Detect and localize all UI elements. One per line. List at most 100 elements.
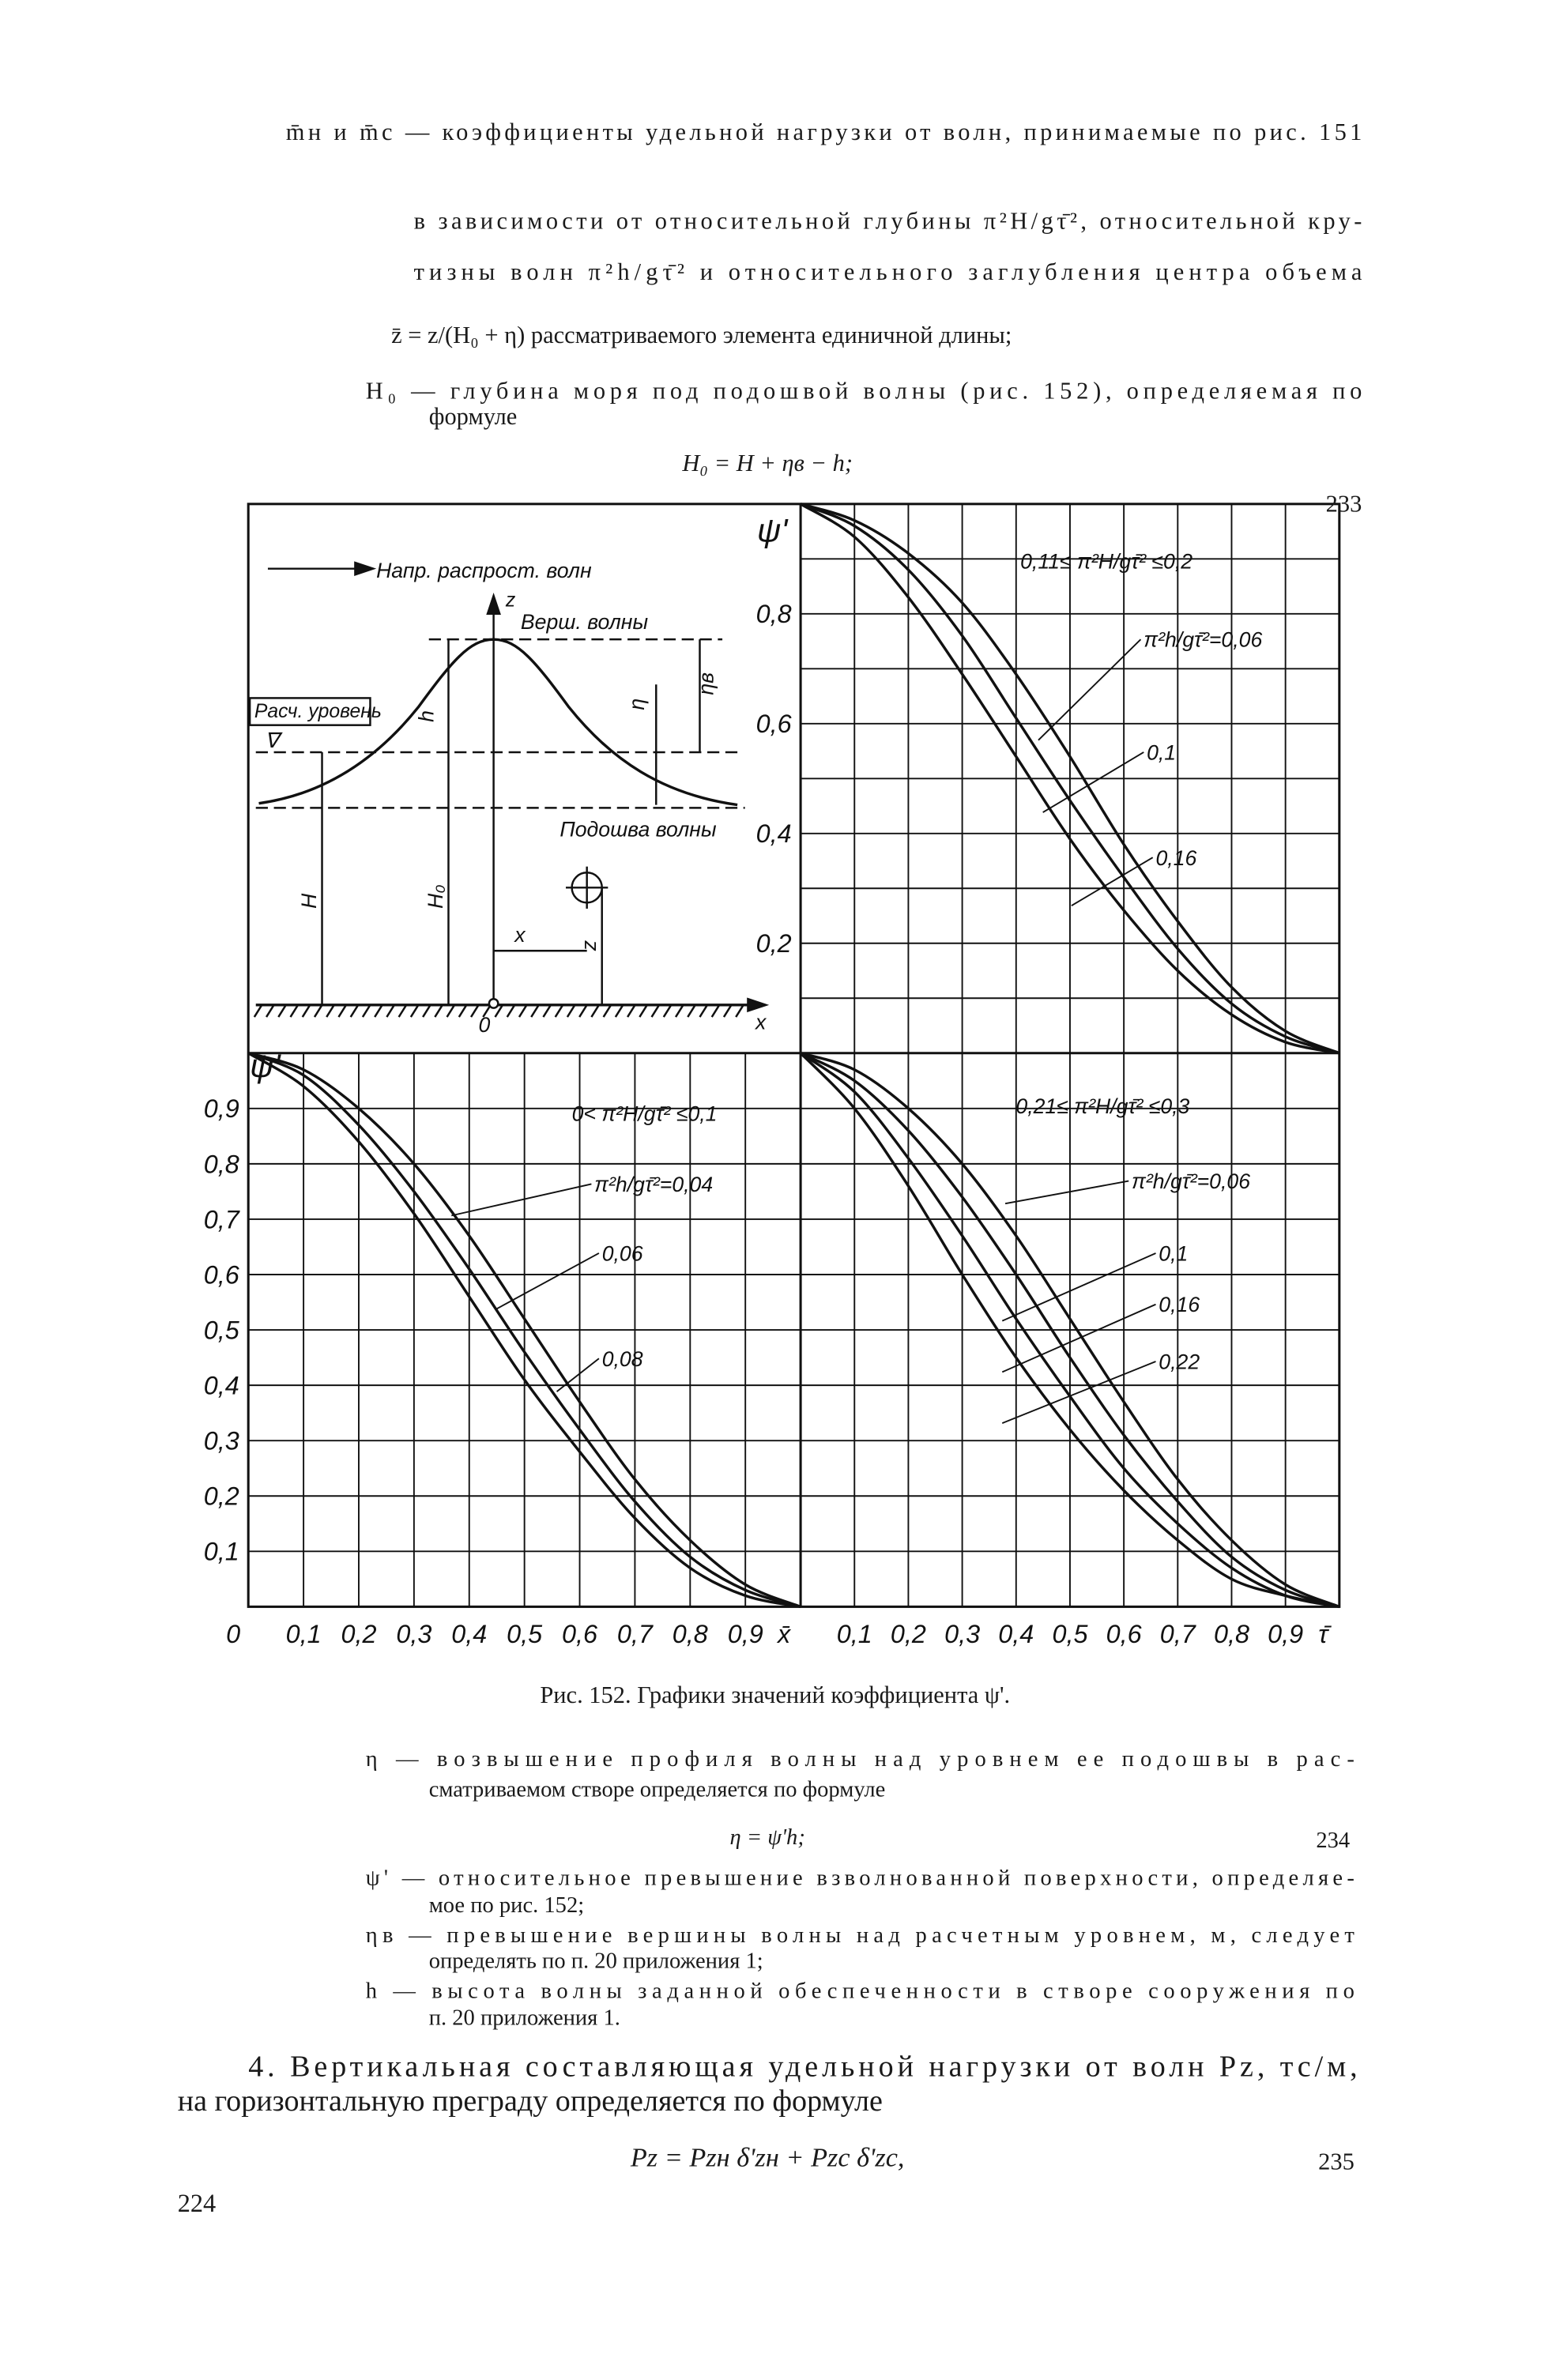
y-axis-label: ψ' — [250, 1047, 281, 1084]
x-tick-label: 0,9 — [728, 1620, 763, 1648]
y-axis-label: ψ' — [757, 511, 789, 548]
text-line: m̄н и m̄с — коэффициенты удельной нагруз… — [286, 119, 1362, 145]
curve-label: 0,16 — [1159, 1293, 1200, 1316]
origin-mark — [488, 997, 499, 1009]
diagram-label: Напр. распрост. волн — [376, 559, 592, 582]
text-line: η = ψ'h; — [730, 1825, 805, 1850]
diagram-label: Подошва волны — [560, 818, 717, 842]
x-tick-label: 0,7 — [1160, 1620, 1196, 1648]
curve — [800, 503, 1340, 1055]
text-line: формуле — [429, 403, 518, 430]
text-line: h — высота волны заданной обеспеченности… — [366, 1979, 1354, 2003]
text-line: Рис. 152. Графики значений коэффициента … — [540, 1681, 1010, 1708]
diagram-label: ∇ — [265, 729, 283, 752]
y-tick-label: 0,4 — [756, 819, 792, 848]
curve — [800, 503, 1340, 1055]
y-tick-label: 0,3 — [204, 1427, 239, 1455]
curve — [800, 1052, 1340, 1609]
curve-label: 0,22 — [1159, 1350, 1200, 1374]
leader-line — [1001, 1361, 1156, 1424]
curve — [799, 1052, 1340, 1609]
design-level-box — [248, 697, 371, 726]
x-tick-label: 0,8 — [673, 1620, 708, 1648]
x-tick-label: 0,1 — [286, 1620, 322, 1648]
text-line: 235 — [1318, 2148, 1354, 2175]
text-line: п. 20 приложения 1. — [429, 2006, 620, 2031]
annotation: 0,21≤ π²H/gτ̄² ≤0,3 — [1015, 1094, 1189, 1118]
leader-line — [556, 1358, 600, 1392]
x-tick-label: 0,6 — [562, 1620, 597, 1648]
diagram-label: Верш. волны — [521, 610, 649, 634]
curve — [800, 1052, 1340, 1608]
text-line: 224 — [178, 2189, 217, 2217]
diagram-label: Расч. уровень — [254, 701, 382, 722]
y-tick-label: 0,8 — [204, 1150, 239, 1178]
x-tick-label: 0,9 — [1268, 1620, 1303, 1648]
curve-label: π²h/gτ̄²=0,04 — [594, 1173, 713, 1196]
y-tick-label: 0,1 — [204, 1538, 239, 1566]
y-tick-label: 0,5 — [204, 1316, 240, 1344]
leader-line — [495, 1252, 600, 1310]
x-tick-label: 0,3 — [944, 1620, 980, 1648]
curve-label: 0,08 — [602, 1347, 643, 1371]
curve-label: 0,16 — [1156, 846, 1197, 870]
text-line: 234 — [1316, 1828, 1350, 1853]
arrow-head — [747, 997, 770, 1013]
x-tick-label: 0,8 — [1214, 1620, 1249, 1648]
diagram-label: H₀ — [424, 885, 447, 909]
x-tick-label: 0,5 — [1052, 1620, 1088, 1648]
text-line: Pz = Pzн δ'zн + Pzc δ'zc, — [630, 2143, 905, 2173]
x-tick-label: 0,5 — [507, 1620, 543, 1648]
leader-line — [451, 1183, 592, 1217]
x-tick-label: 0,4 — [998, 1620, 1034, 1648]
y-tick-label: 0,6 — [204, 1260, 239, 1289]
wave-diagram — [248, 561, 770, 1018]
arrow-head — [354, 561, 377, 577]
x-tick-label: 0,2 — [341, 1620, 376, 1648]
text-line: H₀ = H + ηв − h; — [681, 450, 853, 476]
leader-line — [1001, 1252, 1156, 1322]
text-line: мое по рис. 152; — [429, 1893, 584, 1918]
curve-label: π²h/gτ̄²=0,06 — [1144, 628, 1262, 652]
text-line: 233 — [1326, 490, 1362, 517]
seabed-hatch — [253, 1004, 744, 1018]
wave-profile — [258, 638, 738, 807]
y-tick-label: 0,8 — [756, 600, 792, 628]
x-tick-label: 0,3 — [396, 1620, 431, 1648]
curve — [247, 1052, 801, 1609]
text-line: на горизонтальную преграду определяется … — [178, 2084, 883, 2118]
diagram-label: ηв — [695, 672, 718, 695]
annotation: 0,11≤ π²H/gτ̄² ≤0,2 — [1020, 550, 1192, 574]
text-line: H₀ — глубина моря под подошвой волны (ри… — [366, 378, 1362, 405]
text-line: z̄ = z/(H₀ + η) рассматриваемого элемент… — [391, 322, 1012, 348]
leader-line — [1042, 751, 1144, 813]
diagram-label: x — [754, 1010, 767, 1034]
text-line: определять по п. 20 приложения 1; — [429, 1949, 763, 1973]
diagram-label: x — [513, 923, 526, 947]
x-tick-label: 0,7 — [617, 1620, 654, 1648]
curve-label: 0,06 — [602, 1241, 643, 1265]
x-tick-label: 0 — [226, 1620, 240, 1648]
y-tick-label: 0,4 — [204, 1372, 239, 1400]
text-line: сматриваемом створе определяется по форм… — [429, 1777, 886, 1802]
x-tick-label: 0,6 — [1106, 1620, 1142, 1648]
diagram-label: z — [577, 940, 601, 951]
leader-line — [1004, 1180, 1129, 1205]
curve-label: π²h/gτ̄²=0,06 — [1132, 1169, 1250, 1193]
y-tick-label: 0,2 — [204, 1482, 239, 1511]
leader-line — [1038, 638, 1142, 741]
diagram-label: z — [505, 589, 516, 611]
curve — [800, 1052, 1340, 1609]
text-line: ηв — превышение вершины волны над расчет… — [366, 1923, 1355, 1948]
leader-line — [1001, 1303, 1156, 1373]
x-tick-label: 0,2 — [891, 1620, 926, 1648]
y-tick-label: 0,6 — [756, 710, 792, 738]
x-tick-label: 0,1 — [837, 1620, 872, 1648]
curve-label: 0,1 — [1159, 1241, 1188, 1265]
leader-line — [1071, 857, 1154, 906]
arrow-head — [486, 593, 501, 616]
y-tick-label: 0,9 — [204, 1094, 239, 1123]
diagram-label: η — [625, 699, 649, 710]
